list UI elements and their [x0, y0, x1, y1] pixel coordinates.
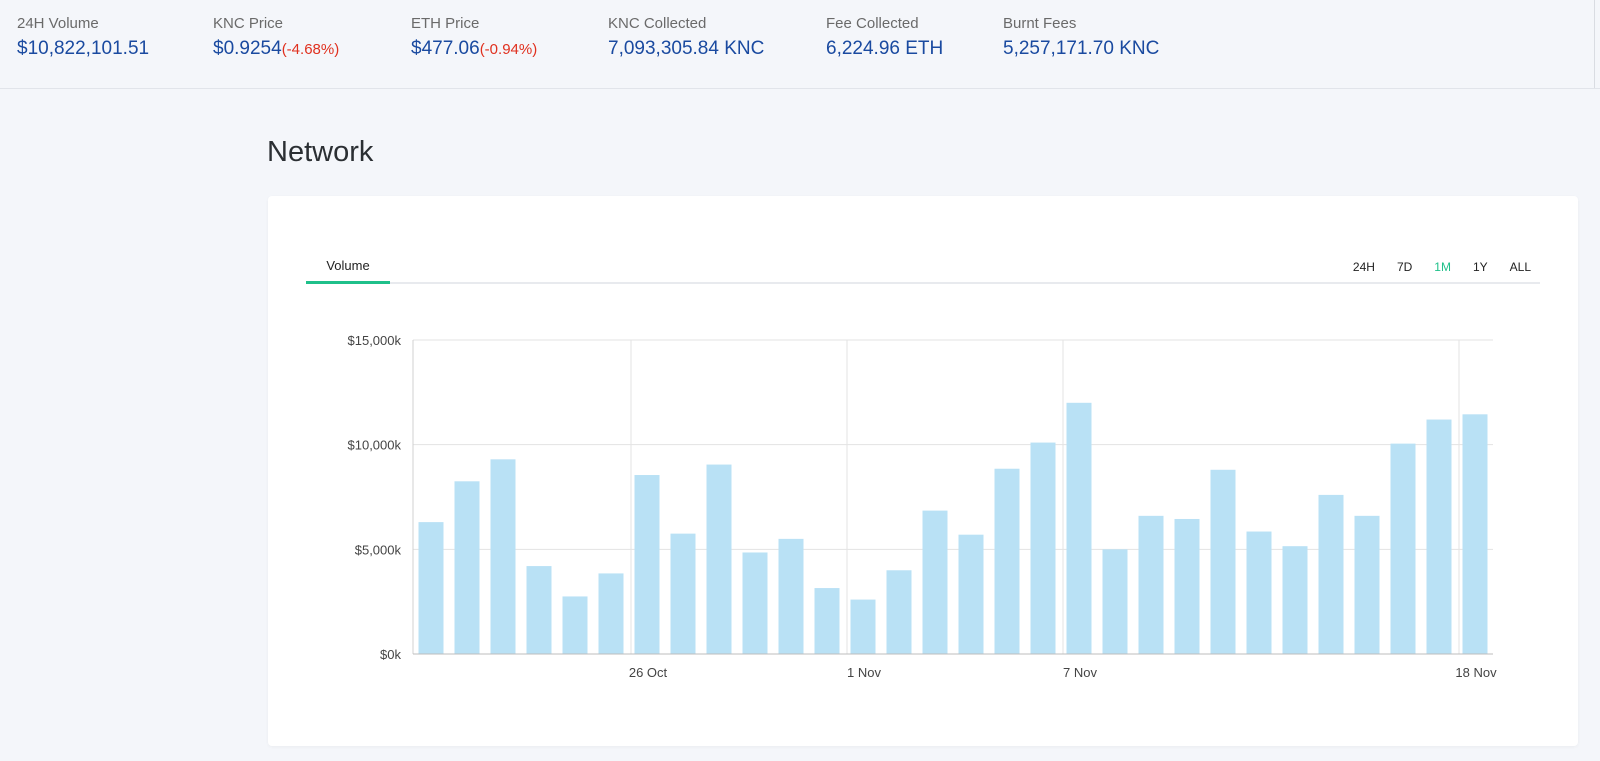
stat-fee-collected: Fee Collected 6,224.96 ETH — [826, 15, 943, 60]
bar — [706, 464, 732, 654]
bar — [1102, 549, 1128, 654]
chart-card: Volume 24H 7D 1M 1Y ALL $0k $5,000k $10,00… — [268, 196, 1578, 746]
bar — [490, 459, 516, 654]
stat-value: $0.9254(-4.68%) — [213, 38, 339, 60]
x-tick-label: 18 Nov — [1455, 665, 1497, 680]
stat-value: $477.06(-0.94%) — [411, 38, 537, 60]
bar — [1390, 443, 1416, 654]
bar — [1462, 414, 1488, 654]
bar — [634, 475, 660, 654]
bar — [1210, 469, 1236, 654]
bar — [454, 481, 480, 654]
bar — [886, 570, 912, 654]
tab-active-indicator — [306, 281, 390, 284]
page-title: Network — [267, 136, 374, 168]
stat-value-text: 7,093,305.84 KNC — [608, 38, 765, 59]
x-tick-label: 1 Nov — [847, 665, 881, 680]
bar — [1318, 494, 1344, 654]
stat-value-text: $0.9254 — [213, 38, 282, 59]
stat-label: Fee Collected — [826, 15, 919, 32]
bar — [1066, 402, 1092, 654]
y-tick-label: $5,000k — [355, 542, 402, 557]
stat-value-text: $477.06 — [411, 38, 480, 59]
stat-value-text: 5,257,171.70 KNC — [1003, 38, 1160, 59]
bar — [562, 596, 588, 654]
volume-bar-chart: $0k $5,000k $10,000k $15,000k 26 Oct 1 Nov 7 N… — [348, 333, 1498, 680]
tabs-divider — [306, 282, 1540, 284]
bar — [526, 566, 552, 654]
stat-value-text: $10,822,101.51 — [17, 38, 150, 59]
bar — [814, 588, 840, 654]
range-all[interactable]: ALL — [1509, 260, 1531, 274]
bar — [1030, 442, 1056, 654]
bar — [1354, 515, 1380, 654]
bar — [1426, 419, 1452, 654]
bar — [418, 522, 444, 654]
bar — [1282, 546, 1308, 654]
stat-knc-price: KNC Price $0.9254(-4.68%) — [213, 15, 339, 60]
stat-label: 24H Volume — [17, 15, 99, 32]
stats-bar: 24H Volume $10,822,101.51 KNC Price $0.9… — [0, 0, 1600, 89]
bar — [850, 599, 876, 654]
stat-24h-volume: 24H Volume $10,822,101.51 — [17, 15, 149, 60]
stat-label: KNC Price — [213, 15, 284, 32]
x-tick-label: 7 Nov — [1063, 665, 1097, 680]
stat-burnt-fees: Burnt Fees 5,257,171.70 KNC — [1003, 15, 1159, 60]
stat-value: 6,224.96 ETH — [826, 38, 943, 60]
stat-change: (-0.94%) — [479, 41, 538, 58]
stat-eth-price: ETH Price $477.06(-0.94%) — [411, 15, 537, 60]
y-tick-label: $0k — [380, 647, 401, 662]
bar — [1246, 531, 1272, 654]
tab-volume[interactable]: Volume — [306, 254, 390, 284]
stat-value-text: 6,224.96 ETH — [826, 38, 944, 59]
range-1y[interactable]: 1Y — [1472, 260, 1488, 274]
stat-value: 7,093,305.84 KNC — [608, 38, 764, 60]
range-1m[interactable]: 1M — [1434, 260, 1451, 274]
bar — [598, 573, 624, 654]
bar — [1174, 518, 1200, 654]
y-tick-label: $10,000k — [348, 438, 402, 453]
stat-value: $10,822,101.51 — [17, 38, 149, 60]
bar — [670, 533, 696, 654]
range-24h[interactable]: 24H — [1352, 260, 1375, 274]
stat-label: ETH Price — [411, 15, 480, 32]
y-tick-label: $15,000k — [348, 333, 402, 348]
bar — [778, 538, 804, 654]
x-tick-label: 26 Oct — [629, 665, 668, 680]
divider — [1594, 0, 1595, 88]
bar — [994, 468, 1020, 654]
stat-label: Burnt Fees — [1003, 15, 1077, 32]
bar — [958, 534, 984, 654]
tab-volume-label: Volume — [326, 258, 370, 273]
bar — [1138, 515, 1164, 654]
range-7d[interactable]: 7D — [1396, 260, 1413, 274]
stat-change: (-4.68%) — [281, 41, 340, 58]
stat-knc-collected: KNC Collected 7,093,305.84 KNC — [608, 15, 764, 60]
stat-label: KNC Collected — [608, 15, 707, 32]
bar — [742, 552, 768, 654]
range-selector: 24H 7D 1M 1Y ALL — [1342, 260, 1542, 274]
stat-value: 5,257,171.70 KNC — [1003, 38, 1159, 60]
bar — [922, 510, 948, 654]
